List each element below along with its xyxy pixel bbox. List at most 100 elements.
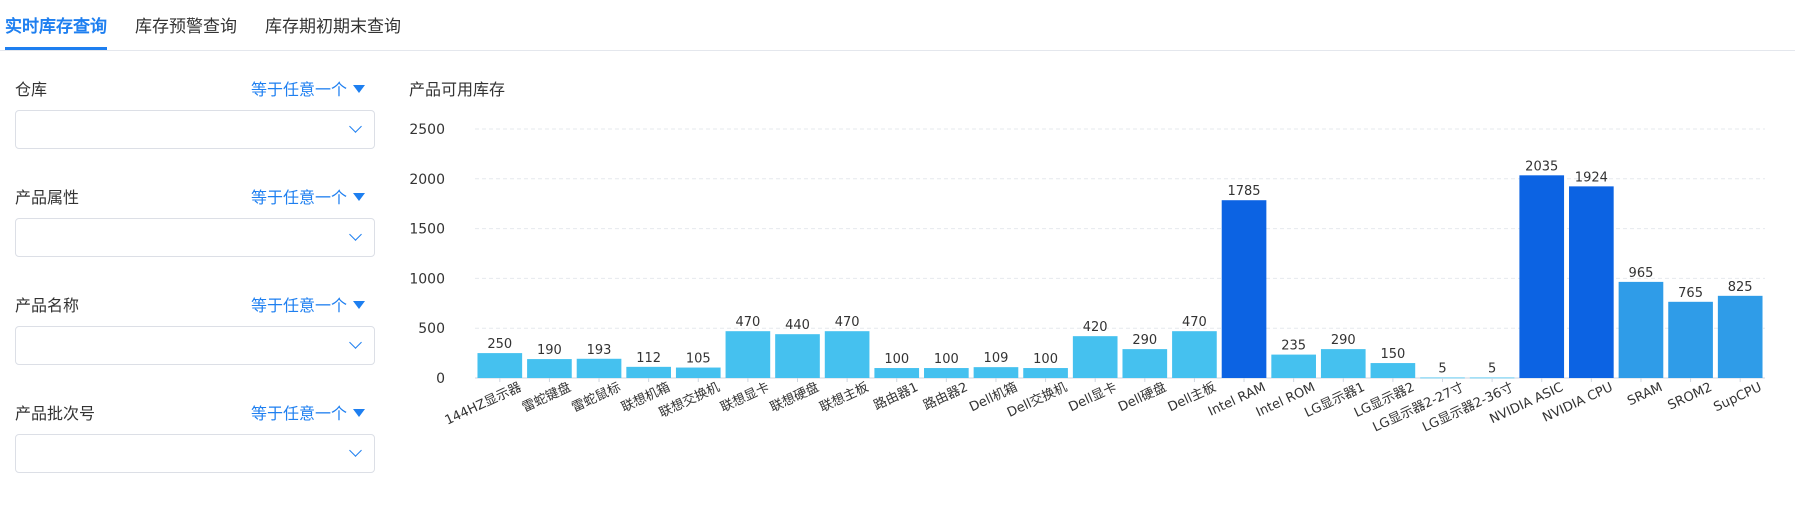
y-tick-label: 0 [436, 371, 445, 387]
tab-inventory-alert[interactable]: 库存预警查询 [135, 17, 237, 37]
bar[interactable] [973, 367, 1019, 378]
x-tick-label: 联想硬盘 [768, 379, 822, 415]
bar[interactable] [1023, 368, 1068, 378]
tab-realtime-inventory[interactable]: 实时库存查询 [5, 17, 107, 37]
bar-value-label: 470 [835, 315, 860, 330]
bar[interactable] [1469, 377, 1515, 379]
bar[interactable] [1320, 349, 1366, 378]
chevron-down-icon [349, 336, 362, 349]
bar-value-label: 105 [686, 352, 711, 367]
filter-label: 产品属性 [15, 188, 80, 207]
chevron-down-icon [349, 228, 362, 241]
inventory-bar-chart: 0 500 1000 1500 2000 2500 250 144HZ显示器 190 雷蛇键盘 19… [409, 122, 1765, 435]
y-tick-label: 2000 [409, 172, 445, 188]
bar-value-label: 290 [1331, 333, 1356, 348]
bar[interactable] [1569, 186, 1614, 378]
chevron-down-icon [349, 444, 362, 457]
tab-bar: 实时库存查询 库存预警查询 库存期初期末查询 [0, 0, 1795, 51]
bar-value-label: 250 [487, 337, 512, 352]
x-tick-label: 144HZ显示器 [443, 380, 524, 428]
bar[interactable] [1271, 354, 1316, 378]
bar-value-label: 965 [1629, 266, 1654, 281]
filter-label: 仓库 [15, 80, 48, 99]
bar[interactable] [1420, 377, 1465, 379]
bar-value-label: 440 [785, 318, 810, 333]
x-tick-label: 联想主板 [817, 379, 871, 415]
bar[interactable] [924, 368, 969, 378]
bar[interactable] [775, 334, 820, 378]
filter-product-name: 产品名称 等于任意一个 [15, 286, 375, 394]
bar-value-label: 150 [1380, 347, 1405, 362]
bar[interactable] [1717, 295, 1763, 378]
caret-down-icon [353, 301, 365, 309]
y-tick-label: 500 [418, 321, 445, 337]
bar[interactable] [1221, 200, 1267, 378]
x-tick-label: 雷蛇鼠标 [570, 380, 623, 416]
bar[interactable] [626, 366, 671, 378]
bar[interactable] [1122, 349, 1168, 378]
bar-value-label: 100 [934, 352, 959, 367]
y-tick-label: 1000 [409, 271, 445, 287]
x-tick-label: 路由器2 [921, 379, 971, 413]
bar-value-label: 290 [1132, 333, 1157, 348]
operator-dropdown[interactable]: 等于任意一个 [251, 184, 365, 208]
bar-value-label: 825 [1728, 280, 1753, 295]
bar[interactable] [874, 368, 920, 378]
bar[interactable] [1668, 301, 1713, 378]
bar-value-label: 1924 [1575, 170, 1608, 185]
tab-period-inventory[interactable]: 库存期初期末查询 [265, 17, 401, 37]
bar[interactable] [1072, 336, 1118, 378]
bar-value-label: 112 [636, 351, 661, 366]
filter-label: 产品名称 [15, 296, 80, 315]
bar-value-label: 190 [537, 343, 562, 358]
bar-value-label: 470 [1182, 315, 1207, 330]
operator-label: 等于任意一个 [250, 404, 347, 423]
bar[interactable] [1172, 331, 1217, 378]
bar[interactable] [1519, 175, 1565, 378]
bar[interactable] [675, 367, 721, 378]
x-tick-label: 联想显卡 [718, 379, 772, 415]
bar-value-label: 100 [1033, 352, 1058, 367]
warehouse-select[interactable] [15, 110, 375, 149]
bar-value-label: 235 [1281, 339, 1306, 354]
filter-product-batch: 产品批次号 等于任意一个 [15, 394, 375, 502]
operator-label: 等于任意一个 [250, 188, 347, 207]
bar-value-label: 2035 [1525, 159, 1558, 174]
bar-value-label: 765 [1678, 286, 1703, 301]
chevron-down-icon [349, 120, 362, 133]
product-batch-select[interactable] [15, 434, 375, 473]
bar[interactable] [527, 359, 572, 378]
operator-label: 等于任意一个 [250, 80, 347, 99]
bar-value-label: 109 [984, 351, 1009, 366]
bar[interactable] [576, 358, 622, 378]
caret-down-icon [353, 409, 365, 417]
x-tick-label: SRAM [1625, 380, 1665, 409]
x-tick-label: 雷蛇键盘 [520, 379, 574, 415]
bar-value-label: 470 [735, 315, 760, 330]
operator-dropdown[interactable]: 等于任意一个 [251, 292, 365, 316]
active-tab-indicator [5, 47, 107, 50]
operator-dropdown[interactable]: 等于任意一个 [251, 400, 365, 424]
product-attribute-select[interactable] [15, 218, 375, 257]
filter-label: 产品批次号 [15, 404, 96, 423]
bar-value-label: 420 [1083, 320, 1108, 335]
caret-down-icon [353, 85, 365, 93]
bar-value-label: 5 [1438, 362, 1446, 377]
y-tick-label: 1500 [409, 222, 445, 238]
chart-title: 产品可用库存 [409, 80, 506, 99]
bar[interactable] [477, 353, 523, 378]
bar[interactable] [1370, 363, 1416, 378]
operator-dropdown[interactable]: 等于任意一个 [251, 76, 365, 100]
bar-value-label: 5 [1488, 362, 1496, 377]
bar[interactable] [725, 331, 771, 378]
y-tick-label: 2500 [409, 122, 445, 138]
product-name-select[interactable] [15, 326, 375, 365]
filter-panel: 仓库 等于任意一个 产品属性 等于任意一个 产品名称 等于任意一个 产品批次号 … [15, 70, 375, 502]
bar[interactable] [824, 331, 870, 378]
filter-product-attribute: 产品属性 等于任意一个 [15, 178, 375, 286]
x-tick-label: Dell硬盘 [1116, 379, 1169, 415]
caret-down-icon [353, 193, 365, 201]
bar-value-label: 193 [587, 343, 612, 358]
bar[interactable] [1618, 281, 1664, 378]
x-tick-label: Dell显卡 [1066, 380, 1119, 415]
